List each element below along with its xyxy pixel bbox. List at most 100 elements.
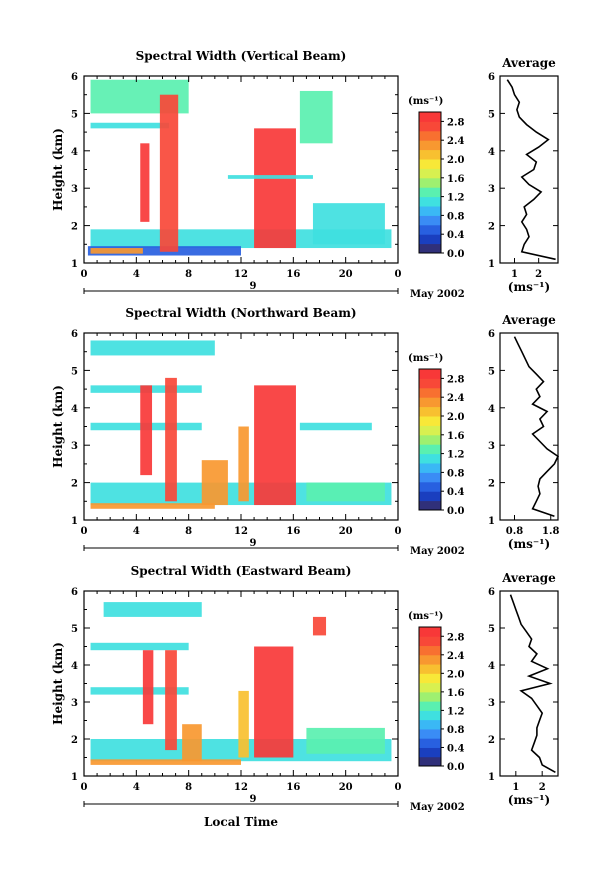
colorbar-segment: [419, 500, 441, 511]
colorbar-tick-label: 0.0: [447, 249, 464, 260]
date-label: May 2002: [410, 289, 465, 300]
y-tick-label: 4: [71, 404, 78, 415]
x-axis-label: Local Time: [204, 815, 278, 829]
heatmap-cell: [90, 642, 189, 651]
colorbar-segment: [419, 719, 441, 730]
colorbar-tick-label: 2.0: [447, 669, 464, 680]
heatmap-cell: [254, 385, 296, 506]
y-axis-label: Height (km): [51, 385, 65, 468]
profile-x-tick-label: 2: [535, 269, 542, 280]
x-tick-label: 20: [339, 526, 353, 537]
profile-title: Average: [501, 313, 556, 327]
x-tick-label: 20: [339, 782, 353, 793]
colorbar-segment: [419, 673, 441, 684]
x-tick-label: 12: [234, 269, 248, 280]
profile-y-tick-label: 5: [488, 109, 495, 120]
x-tick-label: 8: [185, 782, 192, 793]
heatmap-cell: [90, 340, 215, 356]
heatmap-cell: [312, 203, 385, 245]
heatmap-cell: [238, 690, 249, 758]
heatmap-cells: [90, 340, 392, 509]
profile-frame: [499, 590, 559, 777]
colorbar-segment: [419, 215, 441, 226]
profile-frame: [499, 75, 559, 264]
panel-1: Spectral Width (Vertical Beam)0 4 8 12 16 20 0…: [51, 49, 559, 300]
x-tick-label: 16: [286, 269, 300, 280]
colorbar-segment: [419, 472, 441, 483]
colorbar-segment: [419, 664, 441, 674]
colorbar-unit: (ms⁻¹): [408, 611, 443, 622]
colorbar-segment: [419, 196, 441, 207]
colorbar-segment: [419, 491, 441, 502]
colorbar-segment: [419, 654, 441, 665]
profile-x-tick-label: 1.8: [542, 526, 559, 537]
y-tick-label: 6: [71, 587, 78, 598]
colorbar-tick-label: 2.4: [447, 651, 464, 662]
profile-plot: Average 1 2 3 4 5 6 0.8 1.8(ms⁻¹): [488, 313, 559, 551]
y-tick-label: 2: [71, 222, 78, 233]
heatmap-cell: [103, 602, 202, 617]
colorbar-tick-label: 2.8: [447, 632, 464, 643]
colorbar-tick-label: 0.8: [447, 725, 464, 736]
colorbar-unit: (ms⁻¹): [408, 96, 443, 107]
heatmap-cell: [140, 385, 153, 476]
profile-y-tick-label: 4: [488, 404, 495, 415]
x-tick-label: 4: [133, 782, 140, 793]
panel-3: Spectral Width (Eastward Beam)0 4 8 12 16 20 0…: [51, 564, 559, 813]
y-tick-label: 4: [71, 661, 78, 672]
profile-y-tick-label: 6: [488, 72, 495, 83]
colorbar-segment: [419, 645, 441, 656]
colorbar-segment: [419, 187, 441, 198]
heatmap-cell: [142, 650, 154, 725]
colorbar: (ms⁻¹) 0.0 0.4 0.8 1.2 1.6 2.0 2.4 2.8: [408, 96, 464, 260]
heatmap-cell: [312, 616, 327, 636]
date-label: May 2002: [410, 546, 465, 557]
x-tick-label: 8: [185, 269, 192, 280]
profile-x-label: (ms⁻¹): [508, 280, 550, 294]
day-label: 9: [250, 538, 257, 549]
profile-x-label: (ms⁻¹): [508, 537, 550, 551]
profile-y-tick-label: 5: [488, 366, 495, 377]
profile-y-tick-label: 5: [488, 624, 495, 635]
heatmap-cell: [306, 482, 385, 502]
profile-y-tick-label: 1: [488, 772, 495, 783]
colorbar-tick-label: 0.8: [447, 211, 464, 222]
colorbar-segment: [419, 121, 441, 132]
profile-y-tick-label: 3: [488, 441, 495, 452]
colorbar-tick-label: 0.0: [447, 762, 464, 773]
day-label: 9: [250, 281, 257, 292]
date-label: May 2002: [410, 802, 465, 813]
colorbar-segment: [419, 444, 441, 455]
heatmap-cell: [90, 503, 215, 509]
x-tick-label: 0: [395, 526, 402, 537]
heatmap-cell: [227, 175, 313, 179]
panel-title: Spectral Width (Northward Beam): [125, 306, 356, 320]
y-tick-label: 2: [71, 479, 78, 490]
x-tick-label: 4: [133, 269, 140, 280]
colorbar-tick-label: 2.0: [447, 412, 464, 423]
colorbar-segment: [419, 481, 441, 492]
x-tick-label: 0: [81, 782, 88, 793]
panel-2: Spectral Width (Northward Beam)0 4 8 12 16 20…: [51, 306, 559, 557]
y-tick-label: 6: [71, 72, 78, 83]
x-tick-label: 4: [133, 526, 140, 537]
y-tick-label: 5: [71, 109, 78, 120]
x-tick-label: 0: [81, 269, 88, 280]
colorbar-segment: [419, 425, 441, 436]
y-tick-label: 4: [71, 147, 78, 158]
colorbar-tick-label: 2.8: [447, 374, 464, 385]
colorbar-segment: [419, 434, 441, 445]
profile-x-tick-label: 0.8: [506, 526, 523, 537]
colorbar-segment: [419, 406, 441, 417]
colorbar-tick-label: 1.6: [447, 431, 464, 442]
profile-y-tick-label: 3: [488, 184, 495, 195]
heatmap-cells: [90, 602, 392, 765]
profile-frame: [499, 332, 559, 521]
x-tick-label: 16: [286, 782, 300, 793]
profile-x-tick-label: 1: [511, 269, 518, 280]
colorbar-segment: [419, 738, 441, 748]
colorbar-segment: [419, 387, 441, 398]
profile-y-tick-label: 6: [488, 329, 495, 340]
colorbar-segment: [419, 416, 441, 426]
